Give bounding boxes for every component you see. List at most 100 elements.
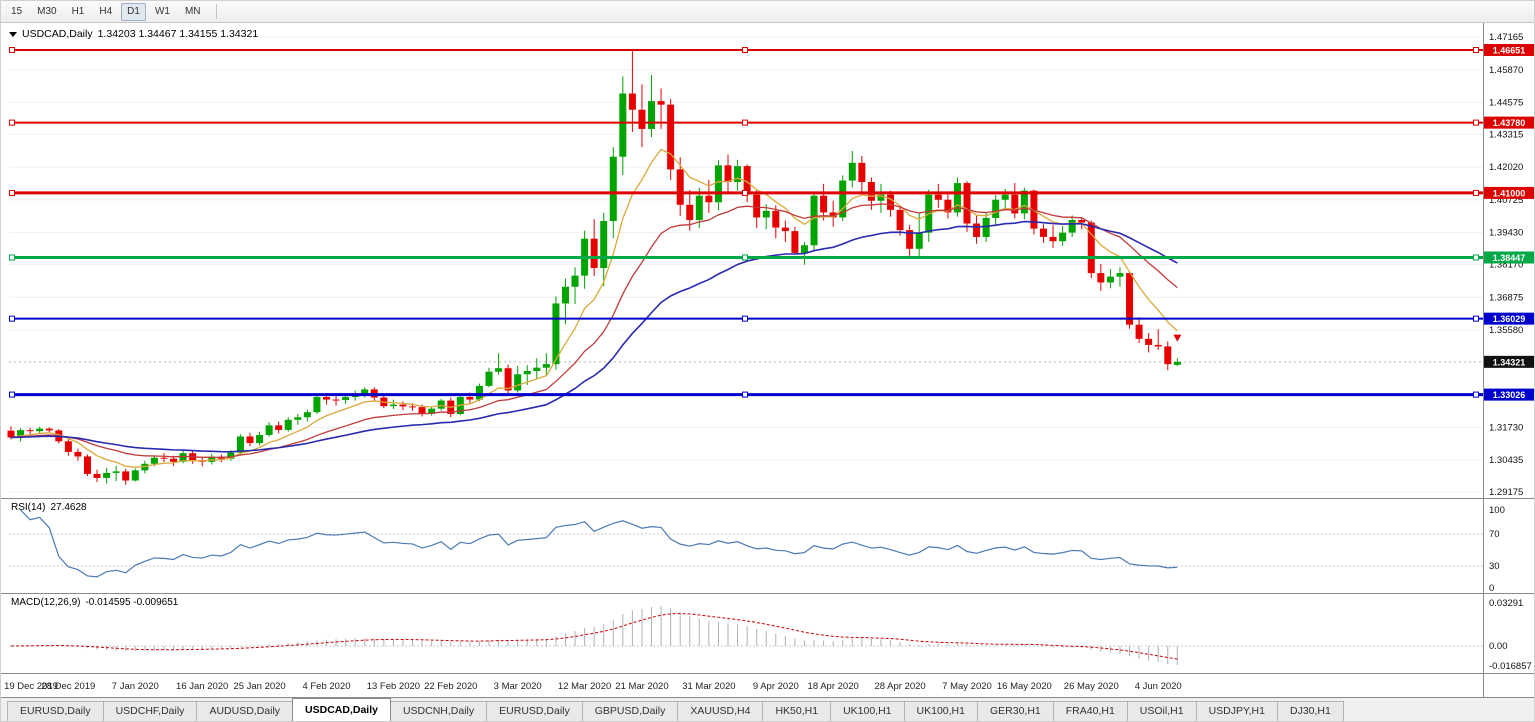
timeframe-button-15[interactable]: 15 <box>11 5 23 17</box>
tab-audusd-daily[interactable]: AUDUSD,Daily <box>196 701 294 721</box>
hline-handle[interactable] <box>742 47 748 53</box>
candle-bullish <box>208 456 216 462</box>
candle-bearish <box>887 194 895 210</box>
candle-bearish <box>963 183 971 224</box>
candle-bearish <box>1154 344 1162 347</box>
candle-bullish <box>313 397 321 413</box>
hline-handle[interactable] <box>1473 47 1479 53</box>
candle-bearish <box>772 210 780 228</box>
candle-bearish <box>1011 194 1019 214</box>
candle-bearish <box>332 399 340 401</box>
tab-hk50-h1[interactable]: HK50,H1 <box>762 701 832 721</box>
date-label: 16 Jan 2020 <box>176 681 228 692</box>
date-label: 7 May 2020 <box>942 681 992 692</box>
hline-handle[interactable] <box>1473 189 1479 196</box>
hline-handle[interactable] <box>1473 119 1479 126</box>
macd-pane: 0.03291 0.00 -0.016857 <box>9 598 1532 672</box>
hline-handle[interactable] <box>742 189 748 196</box>
price-tick-label: 1.42020 <box>1489 162 1523 173</box>
hline-handle[interactable] <box>9 391 15 398</box>
date-label: 31 Mar 2020 <box>682 681 735 692</box>
date-label: 25 Jan 2020 <box>233 681 285 692</box>
price-line-label: 1.43780 <box>1493 118 1526 128</box>
hline-handle[interactable] <box>9 254 15 261</box>
timeframe-button-mn[interactable]: MN <box>184 5 201 17</box>
tab-eurusd-daily[interactable]: EURUSD,Daily <box>486 701 583 721</box>
candle-bearish <box>743 166 751 195</box>
hline-handle[interactable] <box>742 315 748 322</box>
tab-gbpusd-daily[interactable]: GBPUSD,Daily <box>581 701 679 721</box>
candle-bullish <box>1001 194 1009 200</box>
tab-xauusd-h4[interactable]: XAUUSD,H4 <box>677 701 764 721</box>
tab-usoil-h1[interactable]: USOil,H1 <box>1126 701 1197 721</box>
candle-bullish <box>1059 232 1067 242</box>
candle-bearish <box>160 457 168 459</box>
rsi-tick-label: 0 <box>1489 583 1494 594</box>
tab-uk100-h1[interactable]: UK100,H1 <box>903 701 978 721</box>
timeframe-button-d1[interactable]: D1 <box>121 2 146 21</box>
hline-handle[interactable] <box>1473 391 1479 398</box>
candle-bullish <box>734 166 742 183</box>
candle-bullish <box>437 400 445 409</box>
price-tick-label: 1.31730 <box>1489 422 1523 433</box>
candle-bullish <box>389 404 397 407</box>
tab-ger30-h1[interactable]: GER30,H1 <box>976 701 1054 721</box>
candle-bullish <box>552 303 560 365</box>
tab-usdcad-daily[interactable]: USDCAD,Daily <box>292 698 391 721</box>
price-tick-label: 1.47165 <box>1489 32 1523 43</box>
candle-bullish <box>523 370 531 375</box>
tab-eurusd-daily[interactable]: EURUSD,Daily <box>7 701 104 721</box>
price-tick-label: 1.44575 <box>1489 98 1523 109</box>
hline-handle[interactable] <box>742 119 748 126</box>
hline-handle[interactable] <box>9 47 15 53</box>
symbol-dropdown-icon[interactable] <box>9 31 17 37</box>
candle-bullish <box>648 101 656 129</box>
candle-bearish <box>791 231 799 253</box>
macd-indicator-label: MACD(12,26,9) -0.014595 -0.009651 <box>11 597 178 608</box>
candle-bullish <box>810 195 818 246</box>
candle-bullish <box>714 165 722 203</box>
timeframe-button-h4[interactable]: H4 <box>99 5 113 17</box>
sell-arrow-icon <box>1173 334 1182 342</box>
hline-handle[interactable] <box>742 254 748 261</box>
candle-bearish <box>1039 228 1047 237</box>
macd-tick-label: -0.016857 <box>1489 661 1532 672</box>
candle-bullish <box>542 364 550 368</box>
candle-bullish <box>227 452 235 459</box>
chart-canvas[interactable]: 1.47165 1.45870 1.44575 1.43315 1.42020 1.407… <box>1 23 1535 699</box>
candle-bearish <box>676 169 684 205</box>
horizontal-lines[interactable] <box>9 47 1483 398</box>
price-line-label: 1.34321 <box>1493 357 1526 367</box>
tab-dj30-h1[interactable]: DJ30,H1 <box>1276 701 1344 721</box>
hline-handle[interactable] <box>9 315 15 322</box>
price-line-label: 1.38447 <box>1493 253 1526 263</box>
tab-usdcnh-daily[interactable]: USDCNH,Daily <box>389 701 488 721</box>
candle-bullish <box>533 367 541 371</box>
hline-handle[interactable] <box>1473 254 1479 261</box>
hline-handle[interactable] <box>742 391 748 398</box>
tab-uk100-h1[interactable]: UK100,H1 <box>830 701 905 721</box>
tab-fra40-h1[interactable]: FRA40,H1 <box>1052 701 1128 721</box>
candle-bearish <box>466 397 474 400</box>
candle-bullish <box>1020 190 1028 214</box>
hline-handle[interactable] <box>1473 315 1479 322</box>
timeframe-button-m30[interactable]: M30 <box>37 5 57 17</box>
chart-tabs-bar: EURUSD,Daily USDCHF,Daily AUDUSD,Daily USDC… <box>1 697 1534 721</box>
tab-usdchf-daily[interactable]: USDCHF,Daily <box>102 701 198 721</box>
timeframe-button-w1[interactable]: W1 <box>154 5 170 17</box>
candle-bullish <box>265 425 273 435</box>
rsi-tick-label: 70 <box>1489 529 1500 540</box>
candle-bullish <box>514 374 522 391</box>
macd-values: -0.014595 -0.009651 <box>85 597 179 608</box>
candle-bullish <box>284 419 292 430</box>
candle-bullish <box>236 436 244 453</box>
tab-usdjpy-h1[interactable]: USDJPY,H1 <box>1195 701 1278 721</box>
hline-handle[interactable] <box>9 189 15 196</box>
candle-bearish <box>973 223 981 237</box>
timeframe-button-h1[interactable]: H1 <box>71 5 85 17</box>
price-line-label: 1.46651 <box>1493 46 1526 56</box>
price-axis: 1.47165 1.45870 1.44575 1.43315 1.42020 1.407… <box>1484 23 1534 699</box>
candle-bullish <box>762 210 770 218</box>
candle-bullish <box>800 245 808 253</box>
hline-handle[interactable] <box>9 119 15 126</box>
